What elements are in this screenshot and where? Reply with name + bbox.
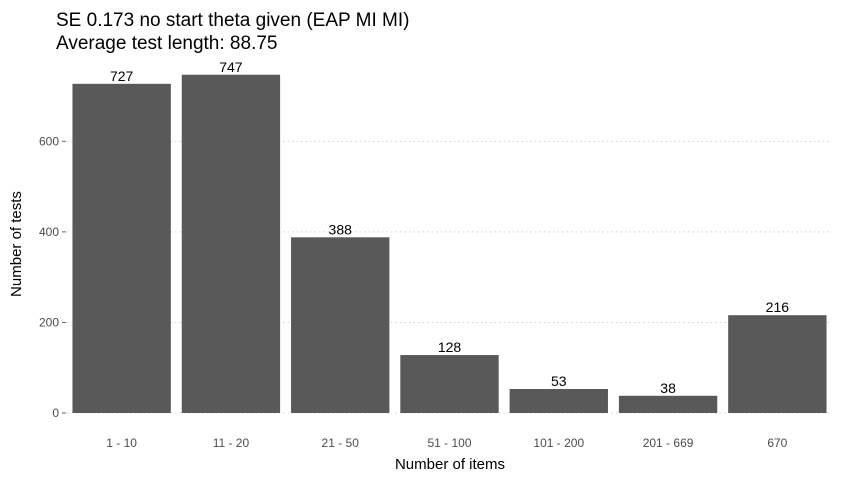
- y-tick-label: 600: [39, 134, 59, 148]
- x-tick-label: 670: [767, 436, 787, 450]
- y-tick-label: 400: [39, 225, 59, 239]
- bars: [72, 74, 827, 414]
- x-tick-label: 201 - 669: [643, 436, 694, 450]
- data-label: 747: [219, 59, 243, 75]
- data-labels: 727 747 388 128 53 38 216: [110, 59, 789, 396]
- y-tick-label: 0: [52, 406, 59, 420]
- chart-title: SE 0.173 no start theta given (EAP MI MI…: [56, 10, 409, 31]
- data-label: 216: [766, 299, 790, 315]
- y-axis: 0 200 400 600: [39, 134, 66, 420]
- bar: [728, 315, 827, 413]
- chart-subtitle: Average test length: 88.75: [56, 33, 277, 54]
- data-label: 388: [329, 221, 353, 237]
- x-axis: 1 - 10 11 - 20 21 - 50 51 - 100 101 - 200 201…: [106, 436, 787, 450]
- x-tick-label: 21 - 50: [322, 436, 360, 450]
- data-label: 53: [551, 373, 567, 389]
- bar: [291, 237, 390, 413]
- x-tick-label: 1 - 10: [106, 436, 137, 450]
- y-axis-title: Number of tests: [8, 191, 25, 297]
- bar: [181, 74, 281, 413]
- bar: [509, 389, 608, 413]
- data-label: 727: [110, 68, 134, 84]
- x-tick-label: 101 - 200: [533, 436, 584, 450]
- x-tick-label: 51 - 100: [427, 436, 471, 450]
- y-tick-label: 200: [39, 315, 59, 329]
- bar: [400, 355, 499, 413]
- bar: [618, 395, 718, 413]
- x-axis-title: Number of items: [395, 456, 505, 473]
- data-label: 38: [660, 380, 676, 396]
- x-tick-label: 11 - 20: [213, 436, 250, 450]
- data-label: 128: [438, 339, 462, 355]
- bar: [72, 83, 171, 414]
